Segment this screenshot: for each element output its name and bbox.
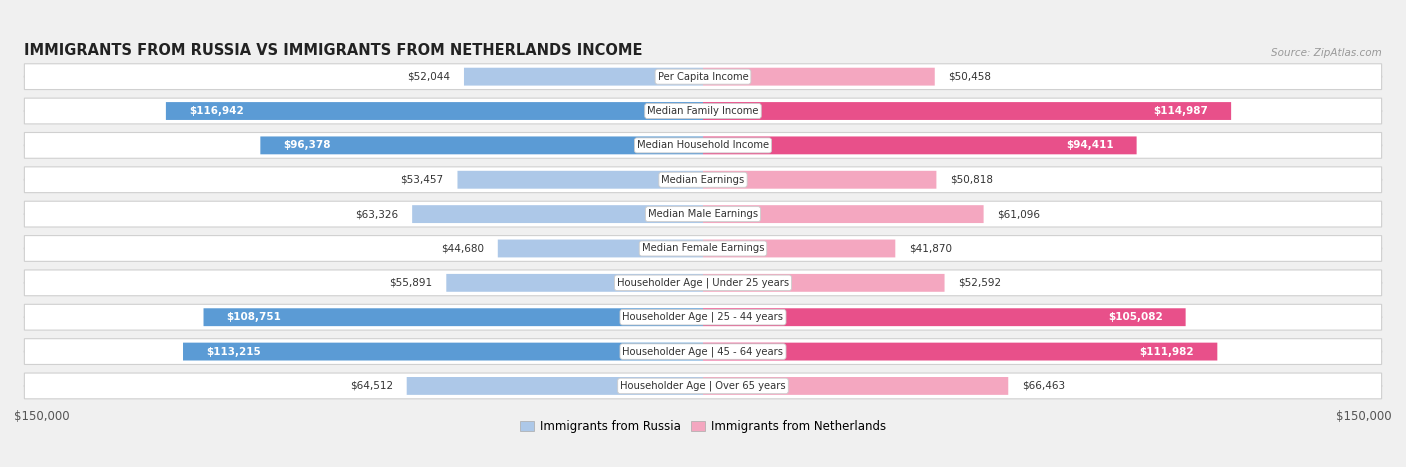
Text: $52,592: $52,592 <box>959 278 1001 288</box>
FancyBboxPatch shape <box>703 240 896 257</box>
Text: $64,512: $64,512 <box>350 381 392 391</box>
FancyBboxPatch shape <box>703 308 1185 326</box>
Text: IMMIGRANTS FROM RUSSIA VS IMMIGRANTS FROM NETHERLANDS INCOME: IMMIGRANTS FROM RUSSIA VS IMMIGRANTS FRO… <box>24 43 643 58</box>
FancyBboxPatch shape <box>24 339 1382 364</box>
Text: $94,411: $94,411 <box>1066 141 1114 150</box>
FancyBboxPatch shape <box>412 205 703 223</box>
Text: Per Capita Income: Per Capita Income <box>658 71 748 82</box>
Text: Householder Age | Over 65 years: Householder Age | Over 65 years <box>620 381 786 391</box>
FancyBboxPatch shape <box>260 136 703 154</box>
Text: $96,378: $96,378 <box>283 141 330 150</box>
FancyBboxPatch shape <box>703 102 1232 120</box>
FancyBboxPatch shape <box>24 235 1382 262</box>
Text: $113,215: $113,215 <box>205 347 260 357</box>
Text: Source: ZipAtlas.com: Source: ZipAtlas.com <box>1271 48 1382 58</box>
Text: $52,044: $52,044 <box>408 71 450 82</box>
Text: $50,458: $50,458 <box>949 71 991 82</box>
Text: Median Family Income: Median Family Income <box>647 106 759 116</box>
FancyBboxPatch shape <box>703 377 1008 395</box>
Text: $53,457: $53,457 <box>401 175 444 185</box>
Text: $50,818: $50,818 <box>950 175 993 185</box>
Text: Median Household Income: Median Household Income <box>637 141 769 150</box>
Text: $55,891: $55,891 <box>389 278 433 288</box>
Text: $108,751: $108,751 <box>226 312 281 322</box>
FancyBboxPatch shape <box>24 64 1382 90</box>
FancyBboxPatch shape <box>24 98 1382 124</box>
Text: $63,326: $63,326 <box>356 209 398 219</box>
Text: Householder Age | 45 - 64 years: Householder Age | 45 - 64 years <box>623 347 783 357</box>
Text: $105,082: $105,082 <box>1108 312 1163 322</box>
Text: $150,000: $150,000 <box>1336 410 1392 423</box>
FancyBboxPatch shape <box>406 377 703 395</box>
Text: $114,987: $114,987 <box>1153 106 1208 116</box>
FancyBboxPatch shape <box>703 205 984 223</box>
Legend: Immigrants from Russia, Immigrants from Netherlands: Immigrants from Russia, Immigrants from … <box>516 416 890 438</box>
Text: $150,000: $150,000 <box>14 410 70 423</box>
FancyBboxPatch shape <box>24 304 1382 330</box>
Text: Median Female Earnings: Median Female Earnings <box>641 243 765 254</box>
Text: $44,680: $44,680 <box>441 243 484 254</box>
FancyBboxPatch shape <box>446 274 703 292</box>
FancyBboxPatch shape <box>24 133 1382 158</box>
FancyBboxPatch shape <box>703 68 935 85</box>
FancyBboxPatch shape <box>703 171 936 189</box>
FancyBboxPatch shape <box>24 270 1382 296</box>
FancyBboxPatch shape <box>183 343 703 361</box>
FancyBboxPatch shape <box>457 171 703 189</box>
Text: $41,870: $41,870 <box>910 243 952 254</box>
Text: Householder Age | 25 - 44 years: Householder Age | 25 - 44 years <box>623 312 783 322</box>
FancyBboxPatch shape <box>703 136 1136 154</box>
FancyBboxPatch shape <box>464 68 703 85</box>
FancyBboxPatch shape <box>24 167 1382 192</box>
FancyBboxPatch shape <box>166 102 703 120</box>
Text: Median Male Earnings: Median Male Earnings <box>648 209 758 219</box>
FancyBboxPatch shape <box>204 308 703 326</box>
Text: $116,942: $116,942 <box>188 106 243 116</box>
FancyBboxPatch shape <box>498 240 703 257</box>
Text: Householder Age | Under 25 years: Householder Age | Under 25 years <box>617 277 789 288</box>
Text: $61,096: $61,096 <box>997 209 1040 219</box>
FancyBboxPatch shape <box>703 343 1218 361</box>
FancyBboxPatch shape <box>24 201 1382 227</box>
Text: Median Earnings: Median Earnings <box>661 175 745 185</box>
FancyBboxPatch shape <box>24 373 1382 399</box>
Text: $66,463: $66,463 <box>1022 381 1066 391</box>
Text: $111,982: $111,982 <box>1140 347 1194 357</box>
FancyBboxPatch shape <box>703 274 945 292</box>
